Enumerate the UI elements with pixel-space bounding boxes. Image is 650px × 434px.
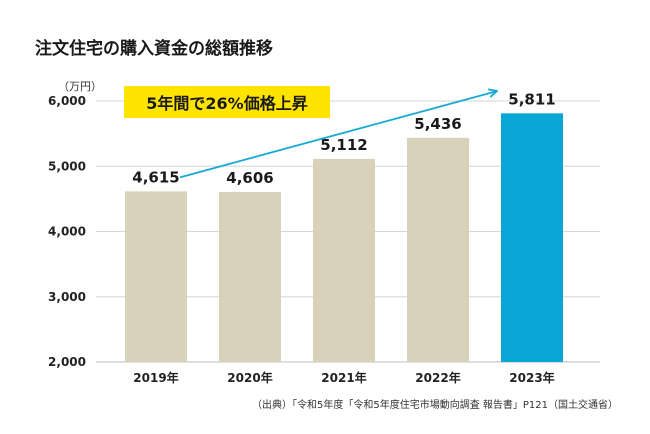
value-label: 5,112 [320, 136, 367, 154]
bar [219, 191, 281, 362]
bar [407, 137, 469, 362]
x-tick-label: 2021年 [321, 370, 366, 385]
y-tick-label: 2,000 [48, 355, 86, 369]
x-tick-label: 2023年 [509, 370, 554, 385]
y-tick-label: 3,000 [48, 290, 86, 304]
trend-arrow [179, 91, 496, 179]
y-tick-label: 4,000 [48, 225, 86, 239]
growth-callout: 5年間で26%価格上昇 [124, 86, 330, 118]
bar [313, 158, 375, 362]
y-tick-label: 6,000 [48, 94, 86, 108]
value-label: 5,811 [508, 90, 555, 108]
bar [501, 113, 563, 363]
source-note: （出典）「令和5年度「令和5年度住宅市場動向調査 報告書」P121（国土交通省） [251, 400, 618, 411]
x-tick-label: 2022年 [415, 370, 460, 385]
chart-title: 注文住宅の購入資金の総額推移 [35, 39, 273, 59]
value-label: 4,615 [132, 168, 179, 186]
bar [125, 191, 187, 362]
y-axis-unit: （万円） [58, 80, 102, 93]
value-label: 5,436 [414, 115, 461, 133]
x-tick-label: 2019年 [133, 370, 178, 385]
y-tick-label: 5,000 [48, 159, 86, 173]
x-tick-label: 2020年 [227, 370, 272, 385]
value-label: 4,606 [226, 169, 273, 187]
